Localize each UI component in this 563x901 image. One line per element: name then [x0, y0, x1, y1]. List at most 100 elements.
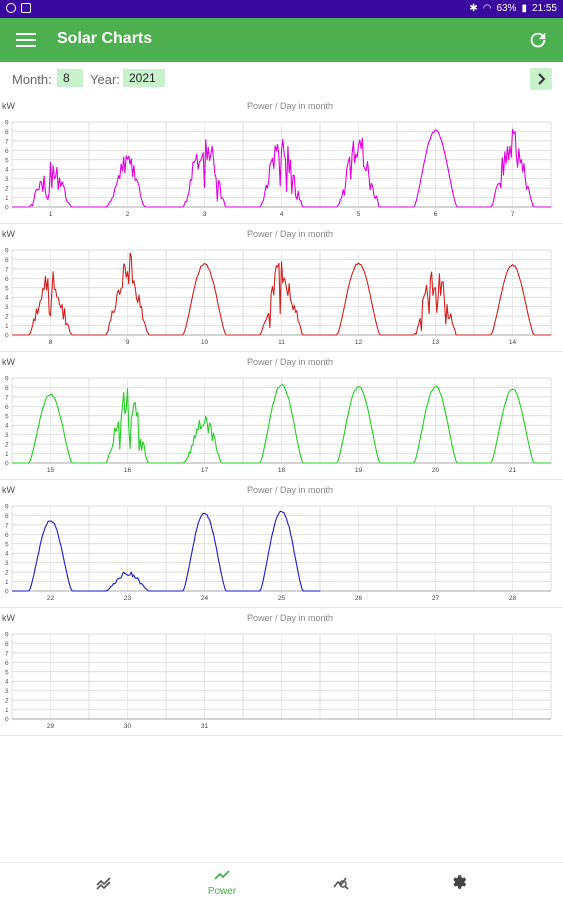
y-tick-label: 0: [5, 461, 9, 468]
y-tick-label: 9: [5, 632, 9, 639]
chart-title: Power / Day in month: [247, 101, 333, 111]
chart-title: Power / Day in month: [247, 613, 333, 623]
app-title: Solar Charts: [57, 30, 153, 47]
trending-up-icon: [214, 870, 230, 880]
clock: 21:55: [531, 3, 557, 14]
year-label: Year:: [90, 72, 120, 87]
nav-power-label: Power: [207, 886, 237, 897]
x-tick-label: 13: [432, 339, 440, 346]
x-tick-label: 28: [509, 595, 517, 602]
y-tick-label: 8: [5, 129, 9, 136]
y-tick-label: 7: [5, 138, 9, 145]
x-tick-label: 12: [355, 339, 363, 346]
x-tick-label: 29: [47, 723, 55, 730]
y-tick-label: 9: [5, 248, 9, 255]
x-tick-label: 10: [201, 339, 209, 346]
app-bar: Solar Charts: [0, 18, 563, 62]
nav-settings[interactable]: [429, 867, 489, 899]
y-tick-label: 8: [5, 385, 9, 392]
power-chart-week-2: Power / Day in month kW 0 1 2 3 4 5 6 7 8 9 8 9 10 11 12…: [0, 225, 563, 352]
y-tick-label: 5: [5, 157, 9, 164]
bottom-navigation: Power: [0, 862, 563, 901]
x-tick-label: 15: [47, 467, 55, 474]
x-tick-label: 31: [201, 723, 209, 730]
chart-search-icon: [333, 877, 349, 890]
battery-icon: ▮: [521, 3, 527, 14]
y-tick-label: 6: [5, 532, 9, 539]
x-tick-label: 14: [509, 339, 517, 346]
chart-title: Power / Day in month: [247, 485, 333, 495]
power-chart-week-5: Power / Day in month kW 0 1 2 3 4 5 6 7 8 9 29 30 31: [0, 609, 563, 736]
y-tick-label: 4: [5, 679, 9, 686]
x-tick-label: 1: [49, 211, 53, 218]
battery-percent: 63%: [496, 3, 517, 14]
y-tick-label: 2: [5, 570, 9, 577]
y-tick-label: 3: [5, 176, 9, 183]
y-tick-label: 5: [5, 413, 9, 420]
y-tick-label: 4: [5, 423, 9, 430]
x-tick-label: 8: [49, 339, 53, 346]
x-tick-label: 25: [278, 595, 286, 602]
y-tick-label: 4: [5, 295, 9, 302]
power-series-line: [12, 384, 552, 464]
y-tick-label: 8: [5, 513, 9, 520]
y-tick-label: 7: [5, 522, 9, 529]
y-axis-label: kW: [2, 357, 16, 367]
chart-svg: Power / Day in month kW 0 1 2 3 4 5 6 7 8 9 29 30 31: [2, 613, 552, 730]
y-tick-label: 6: [5, 660, 9, 667]
trend-lines-icon: [96, 877, 111, 890]
y-tick-label: 1: [5, 451, 9, 458]
y-tick-label: 8: [5, 257, 9, 264]
date-controls: Month: 8 Year: 2021: [0, 66, 563, 92]
y-tick-label: 2: [5, 698, 9, 705]
refresh-icon[interactable]: [527, 29, 549, 51]
month-input[interactable]: 8: [57, 69, 83, 87]
y-tick-label: 4: [5, 551, 9, 558]
chevron-right-icon: [538, 73, 546, 85]
y-tick-label: 4: [5, 167, 9, 174]
power-series-line: [12, 128, 552, 208]
x-tick-label: 30: [124, 723, 132, 730]
y-tick-label: 1: [5, 707, 9, 714]
y-tick-label: 3: [5, 560, 9, 567]
y-tick-label: 8: [5, 641, 9, 648]
y-tick-label: 9: [5, 120, 9, 127]
x-tick-label: 4: [280, 211, 284, 218]
x-tick-label: 21: [509, 467, 517, 474]
gallery-icon: [21, 3, 31, 13]
nav-stats[interactable]: [74, 867, 134, 899]
y-tick-label: 6: [5, 276, 9, 283]
power-chart-week-3: Power / Day in month kW 0 1 2 3 4 5 6 7 8 9 15 16 17 18…: [0, 353, 563, 480]
month-label: Month:: [12, 72, 52, 87]
chart-title: Power / Day in month: [247, 357, 333, 367]
x-tick-label: 24: [201, 595, 209, 602]
nav-power[interactable]: Power: [192, 867, 252, 899]
y-tick-label: 1: [5, 579, 9, 586]
y-tick-label: 5: [5, 285, 9, 292]
chart-title: Power / Day in month: [247, 229, 333, 239]
y-tick-label: 9: [5, 376, 9, 383]
y-tick-label: 3: [5, 688, 9, 695]
y-axis-label: kW: [2, 101, 16, 111]
year-input[interactable]: 2021: [123, 69, 165, 87]
x-tick-label: 11: [278, 339, 285, 346]
y-tick-label: 5: [5, 669, 9, 676]
menu-icon[interactable]: [16, 30, 36, 50]
next-month-button[interactable]: [530, 68, 552, 90]
x-tick-label: 16: [124, 467, 132, 474]
y-tick-label: 0: [5, 333, 9, 340]
x-tick-label: 23: [124, 595, 132, 602]
y-tick-label: 1: [5, 323, 9, 330]
x-tick-label: 18: [278, 467, 286, 474]
x-tick-label: 7: [511, 211, 515, 218]
nav-analysis[interactable]: [311, 867, 371, 899]
x-tick-label: 3: [203, 211, 207, 218]
y-tick-label: 2: [5, 186, 9, 193]
y-tick-label: 9: [5, 504, 9, 511]
power-series-line: [12, 252, 552, 336]
power-chart-week-1: Power / Day in month kW 0 1 2 3 4 5 6 7 8 9 1 2 3 4 5 6 7: [0, 97, 563, 224]
y-tick-label: 0: [5, 205, 9, 212]
x-tick-label: 27: [432, 595, 440, 602]
x-tick-label: 2: [126, 211, 130, 218]
